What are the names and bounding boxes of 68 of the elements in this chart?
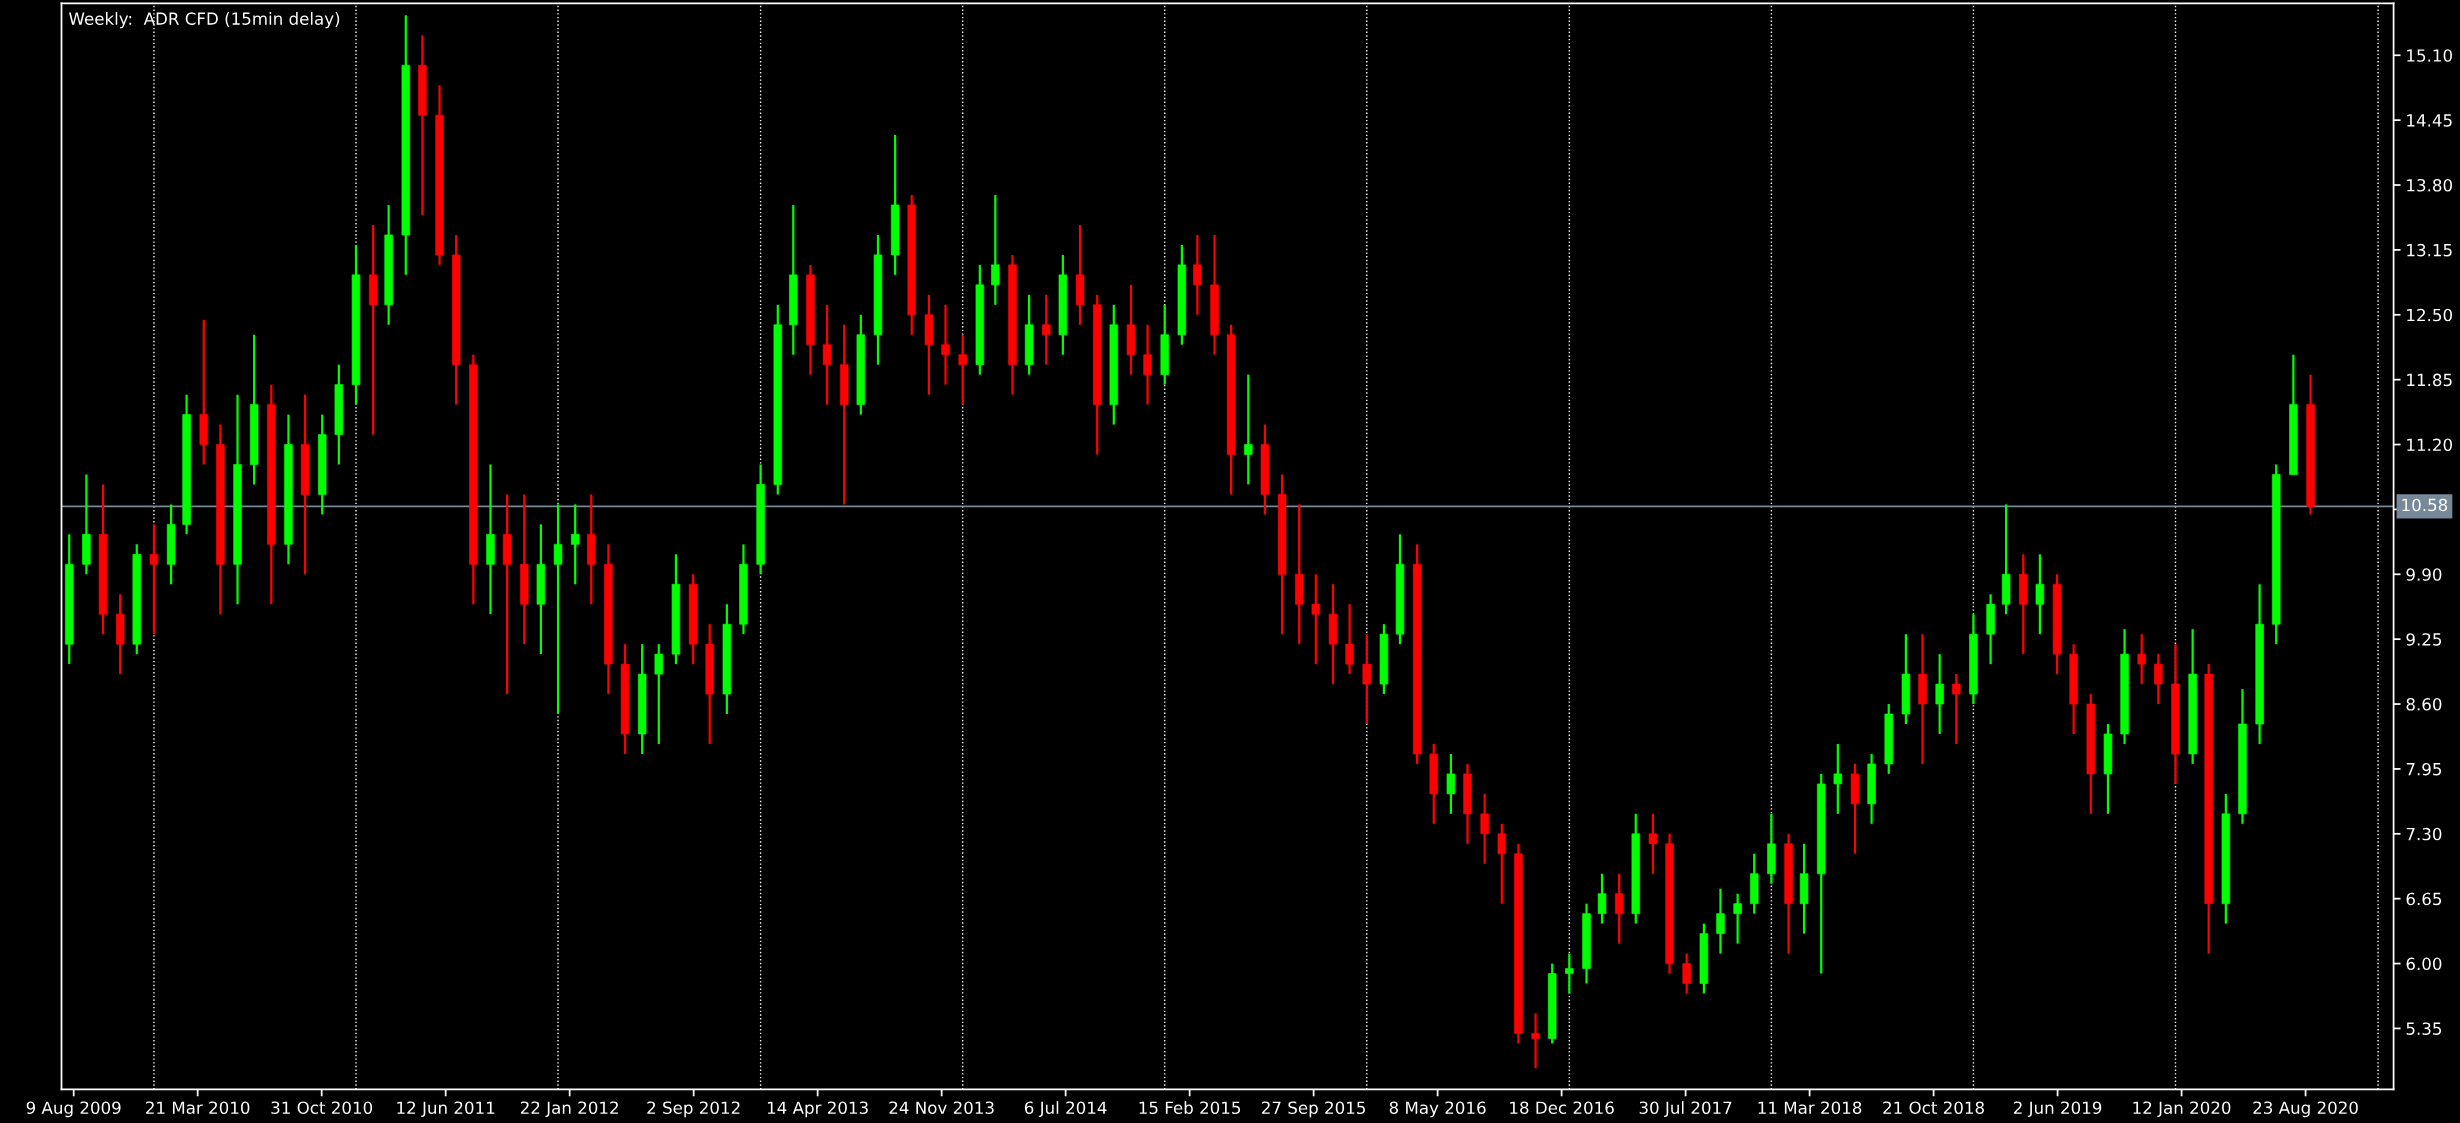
- candlestick: [1362, 633, 1371, 726]
- candlestick: [2137, 633, 2146, 686]
- x-tick-label: 27 Sep 2015: [1262, 1101, 1365, 1118]
- x-tick-label: 22 Jan 2012: [520, 1101, 618, 1118]
- candlestick: [1935, 653, 1944, 736]
- candlestick: [1565, 952, 1574, 995]
- y-tick-label: 13.15: [2407, 243, 2452, 257]
- text: Weekly: ADR CFD (15min delay): [69, 12, 340, 29]
- y-tick-label: 9.25: [2406, 633, 2442, 646]
- candlestick: [1531, 1012, 1540, 1070]
- candlestick: [1345, 603, 1354, 676]
- y-tick-label: 13.80: [2407, 178, 2452, 192]
- y-tick-label: 11.20: [2407, 438, 2452, 452]
- x-tick-label: 12 Jan 2020: [2133, 1101, 2231, 1118]
- candlestick: [1480, 792, 1489, 865]
- ref-line-label: 10.58: [2402, 498, 2448, 512]
- candlestick: [1614, 872, 1624, 945]
- x-tick-label: 11 Mar 2018: [1758, 1101, 1862, 1115]
- candlestick: [570, 503, 580, 586]
- x-tick-label: 31 Oct 2010: [271, 1101, 373, 1115]
- x-tick-label: 2 Jun 2019: [2013, 1101, 2102, 1118]
- candlestick: [941, 303, 950, 386]
- y-tick-label: 7.95: [2406, 762, 2442, 776]
- x-tick-label: 30 Jul 2017: [1639, 1101, 1732, 1118]
- candlestick: [1952, 672, 1961, 746]
- x-tick-label: 15 Feb 2015: [1139, 1101, 1241, 1115]
- y-tick-label: 14.45: [2407, 114, 2452, 127]
- candlestick: [1648, 812, 1658, 875]
- candlestick: [553, 503, 563, 716]
- candlestick: [1244, 373, 1253, 486]
- candlestick: [991, 193, 1000, 306]
- x-tick-label: 18 Dec 2016: [1510, 1101, 1614, 1115]
- candlestick: [1833, 742, 1843, 815]
- y-tick-label: 6.65: [2406, 892, 2442, 906]
- x-tick-label: 23 Aug 2020: [2253, 1101, 2358, 1118]
- y-tick-label: 7.30: [2406, 827, 2442, 841]
- candlestick: [1716, 887, 1725, 955]
- candlestick: [1597, 872, 1607, 925]
- candlestick: [1042, 293, 1051, 366]
- x-tick-label: 14 Apr 2013: [767, 1101, 868, 1118]
- candlestick: [1311, 573, 1321, 666]
- x-tick-label: 12 Jun 2011: [397, 1101, 495, 1118]
- candlestick: [149, 523, 159, 636]
- x-tick-label: 21 Mar 2010: [146, 1101, 250, 1115]
- x-tick-label: 21 Oct 2018: [1883, 1101, 1984, 1115]
- x-tick-label: 8 May 2016: [1389, 1101, 1486, 1118]
- x-tick-label: 2 Sep 2012: [647, 1101, 740, 1118]
- candlestick: [654, 643, 663, 746]
- y-tick-label: 15.10: [2407, 49, 2452, 62]
- y-tick-label: 5.35: [2406, 1022, 2442, 1035]
- candlestick: [822, 303, 832, 406]
- candlestick: [2035, 553, 2045, 636]
- x-tick-label: 24 Nov 2013: [889, 1101, 994, 1115]
- y-tick-label: 8.60: [2406, 698, 2442, 711]
- x-tick-label: 9 Aug 2009: [26, 1101, 121, 1118]
- candlestick: [1733, 892, 1742, 945]
- candlestick: [2154, 653, 2163, 706]
- candlestick: [1143, 323, 1152, 406]
- y-tick-label: 6.00: [2406, 957, 2442, 971]
- candlestick: [1497, 822, 1507, 905]
- y-tick-label: 9.90: [2406, 568, 2442, 581]
- candlestick: [1193, 233, 1202, 316]
- y-tick-label: 11.85: [2407, 373, 2452, 387]
- x-tick-label: 6 Jul 2014: [1024, 1101, 1107, 1118]
- candlestick: [958, 333, 967, 406]
- y-tick-label: 12.50: [2407, 308, 2452, 322]
- candlestick: [1682, 952, 1691, 995]
- candlestick: [1446, 752, 1456, 815]
